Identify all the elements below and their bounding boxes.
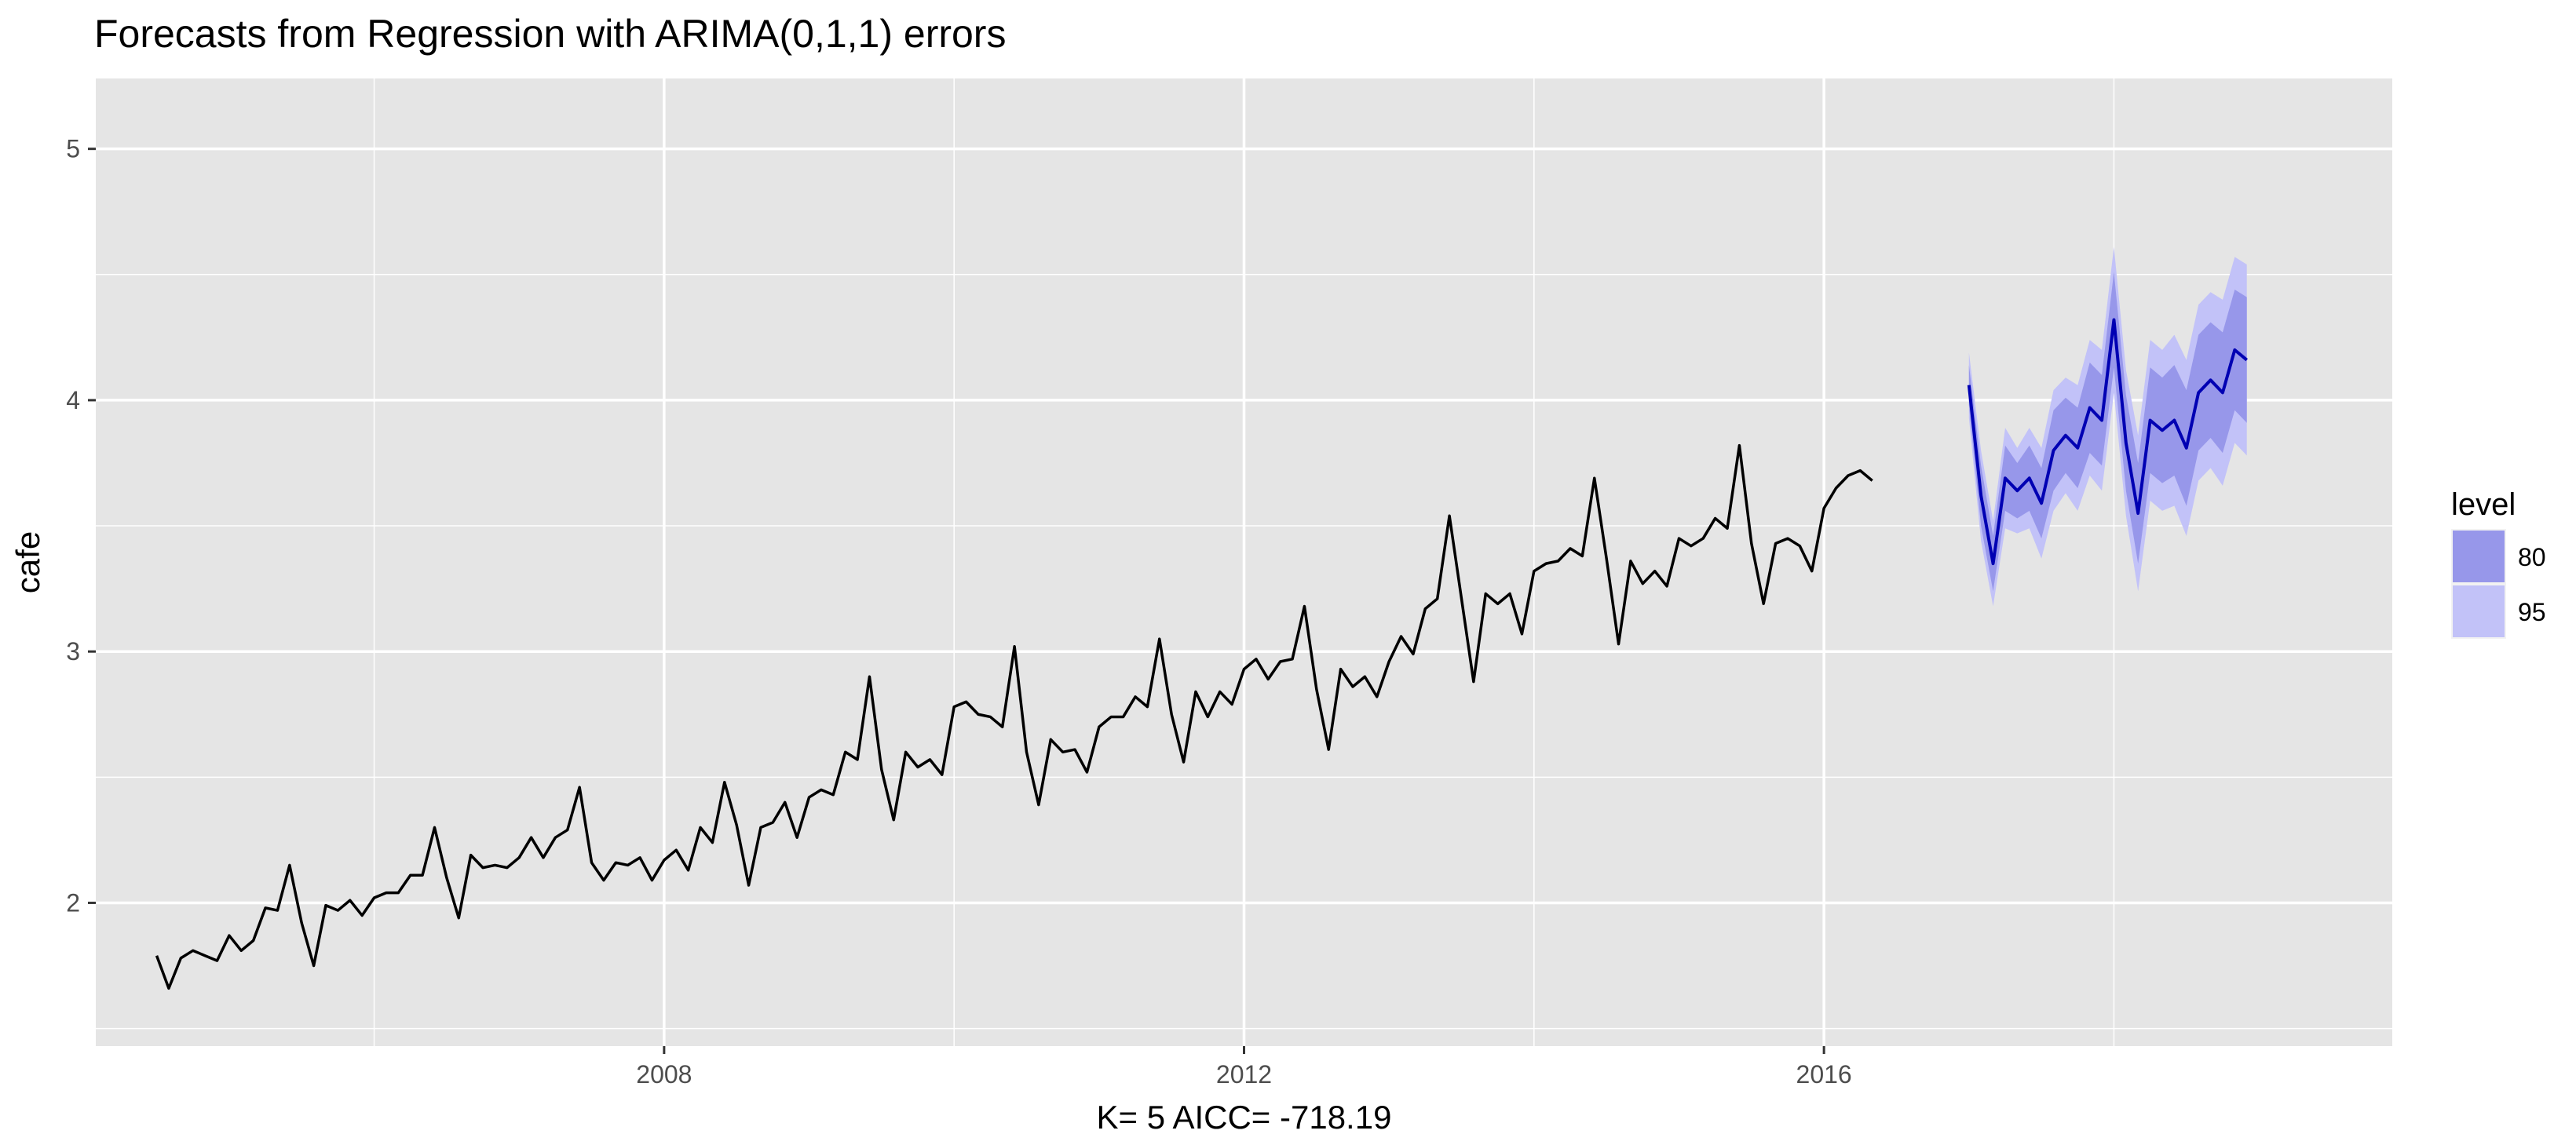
y-tick-label: 4	[66, 386, 80, 414]
x-tick-label: 2016	[1796, 1060, 1852, 1088]
history-line	[155, 443, 1873, 990]
series-lines	[155, 318, 2249, 990]
x-tick-label: 2008	[636, 1060, 692, 1088]
axes: 2 3 4 5 2008 2012 2016	[66, 135, 1852, 1088]
chart-title: Forecasts from Regression with ARIMA(0,1…	[94, 12, 1006, 56]
y-tick-label: 2	[66, 888, 80, 917]
band-80	[1968, 272, 2247, 592]
prediction-intervals	[1968, 246, 2247, 607]
legend-label-95: 95	[2518, 598, 2546, 626]
x-axis-title: K= 5 AICC= -718.19	[1097, 1099, 1392, 1136]
y-tick-label: 5	[66, 135, 80, 163]
y-axis-title: cafe	[9, 531, 46, 593]
major-gridlines	[96, 78, 2392, 1046]
legend-swatch-95	[2453, 585, 2505, 637]
forecast-line	[1967, 318, 2249, 566]
legend-label-80: 80	[2518, 543, 2546, 571]
legend-swatch-80	[2453, 531, 2505, 582]
y-tick-label: 3	[66, 637, 80, 665]
x-tick-label: 2012	[1216, 1060, 1272, 1088]
legend-title: level	[2451, 487, 2516, 522]
